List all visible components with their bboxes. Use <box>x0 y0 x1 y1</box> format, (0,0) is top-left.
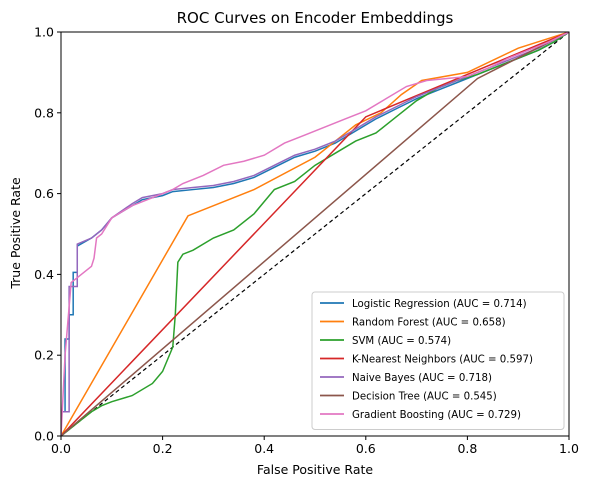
legend-entry-label: Logistic Regression (AUC = 0.714) <box>352 299 527 310</box>
y-axis-label: True Positive Rate <box>8 177 23 290</box>
legend-entry-label: Naive Bayes (AUC = 0.718) <box>352 373 492 384</box>
chart-title: ROC Curves on Encoder Embeddings <box>177 9 454 27</box>
x-tick-label: 0.4 <box>254 441 274 456</box>
y-tick-label: 0.2 <box>34 348 54 363</box>
y-tick-label: 0.8 <box>34 105 54 120</box>
legend-entry-label: Decision Tree (AUC = 0.545) <box>352 391 497 402</box>
x-tick-label: 0.2 <box>153 441 173 456</box>
legend-box <box>311 291 565 430</box>
legend-entry-label: Random Forest (AUC = 0.658) <box>352 317 506 328</box>
series-lines <box>61 32 569 436</box>
x-axis-label: False Positive Rate <box>257 462 373 477</box>
series-line-0 <box>61 32 569 436</box>
x-tick-label: 0.0 <box>51 441 71 456</box>
legend-entry-label: SVM (AUC = 0.574) <box>352 336 451 347</box>
legend-entry-label: K-Nearest Neighbors (AUC = 0.597) <box>352 354 533 365</box>
x-tick-label: 1.0 <box>559 441 579 456</box>
series-line-5 <box>61 32 569 436</box>
series-line-1 <box>61 32 569 436</box>
legend: Logistic Regression (AUC = 0.714) Random … <box>311 291 565 430</box>
series-line-2 <box>61 32 569 436</box>
y-tick-label: 1.0 <box>34 25 54 40</box>
series-line-3 <box>61 32 569 436</box>
chance-diagonal-line <box>60 31 570 437</box>
y-tick-label: 0.4 <box>34 267 54 282</box>
axes-frame <box>60 31 570 437</box>
series-line-6 <box>61 32 569 436</box>
plot-area: 0.0 0.2 0.4 0.6 0.8 1.0 0.0 0.2 0.4 0.6 0.8 1.0 <box>34 25 579 457</box>
legend-entry-label: Gradient Boosting (AUC = 0.729) <box>352 410 521 421</box>
x-tick-label: 0.6 <box>356 441 376 456</box>
x-tick-label: 0.8 <box>457 441 477 456</box>
y-tick-label: 0.0 <box>34 429 54 444</box>
y-tick-label: 0.6 <box>34 186 54 201</box>
